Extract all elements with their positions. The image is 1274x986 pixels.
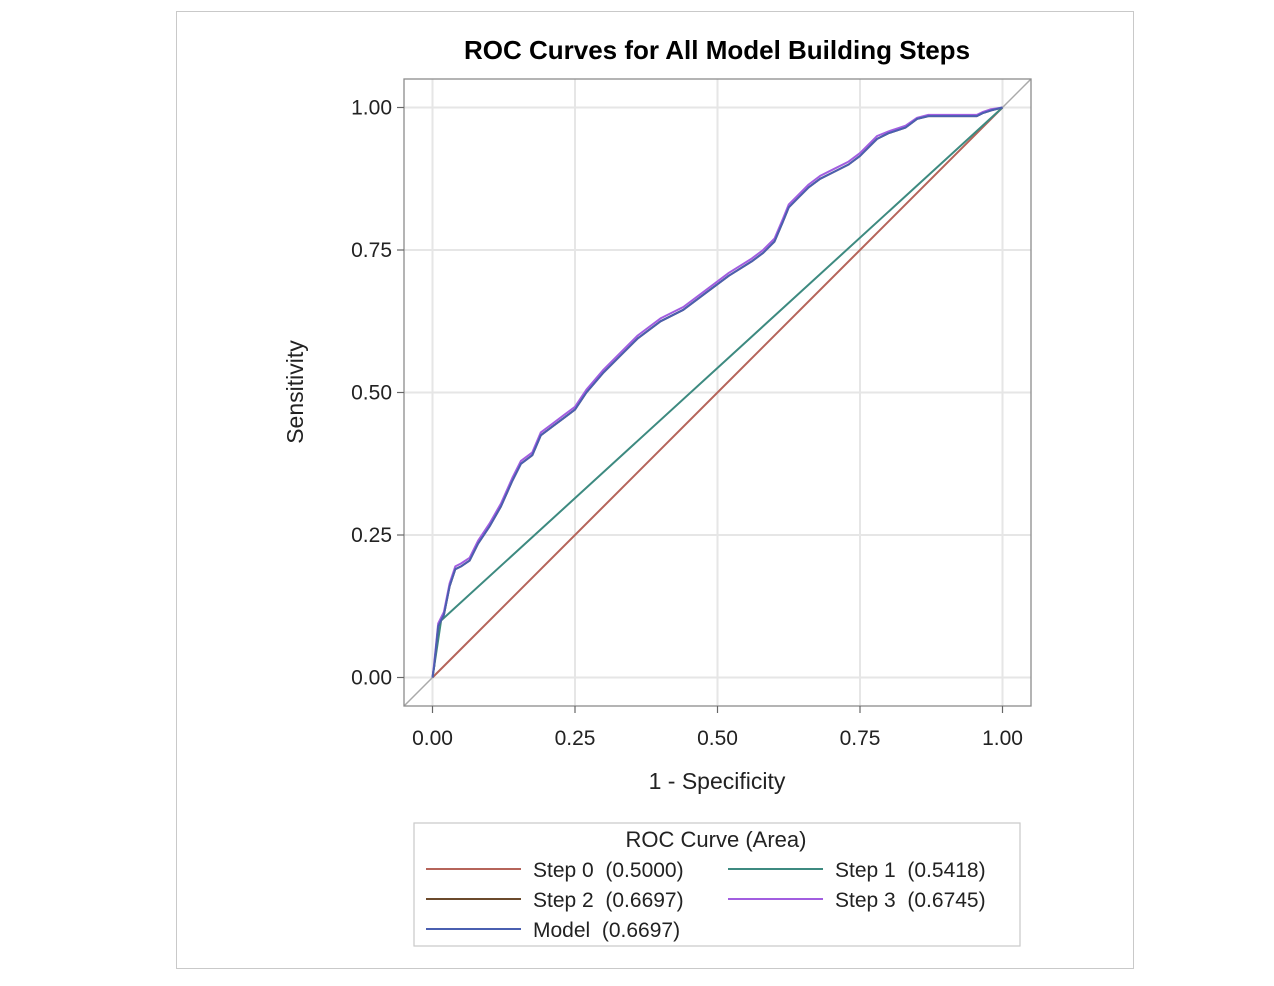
- y-axis-label: Sensitivity: [282, 340, 308, 444]
- x-tick-label: 0.50: [697, 727, 738, 750]
- y-tick-label: 0.00: [351, 667, 392, 690]
- series-line-4: [431, 106, 1003, 678]
- series-group: [431, 106, 1004, 679]
- legend-items: Step 0 (0.5000) Step 1 (0.5418) Step 2 (0.…: [426, 859, 986, 942]
- legend-label: Model (0.6697): [533, 919, 680, 942]
- y-tick-label: 1.00: [351, 97, 392, 120]
- y-axis: 0.00 0.25 0.50 0.75 1.00: [351, 97, 404, 690]
- grid: [404, 79, 1031, 706]
- chart-title: ROC Curves for All Model Building Steps: [464, 35, 970, 65]
- y-tick-label: 0.25: [351, 524, 392, 547]
- legend-label: Step 3 (0.6745): [835, 889, 986, 912]
- x-axis: 0.00 0.25 0.50 0.75 1.00: [412, 706, 1023, 750]
- x-tick-label: 0.75: [840, 727, 881, 750]
- legend-frame: [413, 822, 1021, 947]
- legend: ROC Curve (Area) Step 0 (0.5000) Step 1 (…: [413, 822, 1021, 947]
- series-line-3: [431, 106, 1003, 678]
- y-tick-label: 0.75: [351, 239, 392, 262]
- x-tick-label: 1.00: [982, 727, 1023, 750]
- figure-frame: [176, 11, 1134, 969]
- series-line-0: [431, 106, 1004, 679]
- x-axis-label: 1 - Specificity: [649, 768, 786, 794]
- legend-label: Step 1 (0.5418): [835, 859, 986, 882]
- x-tick-label: 0.00: [412, 727, 453, 750]
- legend-title: ROC Curve (Area): [626, 827, 807, 852]
- legend-label: Step 2 (0.6697): [533, 889, 684, 912]
- x-tick-label: 0.25: [555, 727, 596, 750]
- y-tick-label: 0.50: [351, 382, 392, 405]
- legend-label: Step 0 (0.5000): [533, 859, 684, 882]
